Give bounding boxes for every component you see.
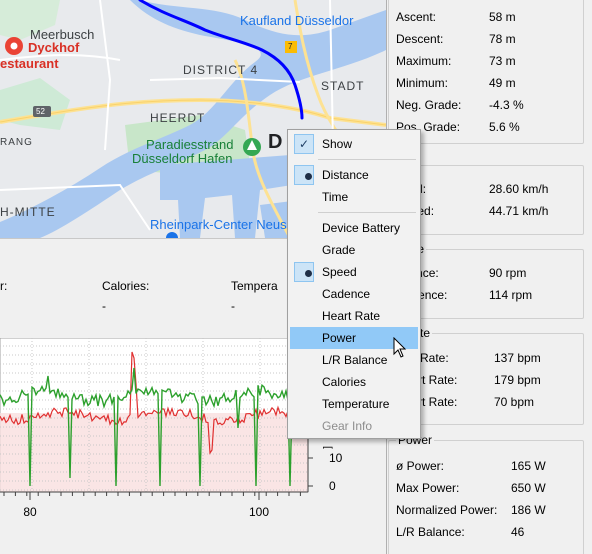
map-label-city: D bbox=[268, 131, 283, 153]
summary-label-temperature: Tempera bbox=[231, 279, 278, 293]
menu-item-grade[interactable]: Grade bbox=[322, 243, 356, 257]
menu-item-cadence[interactable]: Cadence bbox=[322, 287, 371, 301]
hr-zone-band bbox=[0, 413, 308, 492]
menu-item-temperature[interactable]: Temperature bbox=[322, 397, 390, 411]
stat-normalized-power: Normalized Power: 186 W bbox=[396, 503, 546, 517]
menu-item-lr-balance[interactable]: L/R Balance bbox=[322, 353, 388, 367]
power-group: Power ø Power: 165 W Max Power: 650 W Norm… bbox=[387, 432, 592, 554]
menu-item-power[interactable]: Power bbox=[290, 327, 418, 349]
elevation-group: Ascent: 58 m Descent: 78 m Maximum: 73 m Mi… bbox=[387, 0, 592, 152]
map-label-meerbusch: Meerbusch bbox=[30, 27, 95, 42]
stat-avg-power: ø Power: 165 W bbox=[396, 459, 546, 473]
menu-item-heart-rate[interactable]: Heart Rate bbox=[322, 309, 381, 323]
chart-canvas: 8010020100 [ bbox=[0, 337, 343, 519]
menu-separator bbox=[318, 159, 416, 160]
power-frame bbox=[388, 440, 584, 554]
stat-minimum: Minimum: 49 m bbox=[396, 76, 516, 90]
road-shield-52: 52 bbox=[36, 107, 45, 116]
map-label-district: DISTRICT 4 bbox=[183, 63, 259, 77]
map-label-paradiesstrand[interactable]: Paradiesstrand bbox=[146, 137, 234, 152]
map-label-heerdt: HEERDT bbox=[150, 111, 206, 125]
menu-item-gear-info: Gear Info bbox=[322, 419, 373, 433]
radio-selected-icon bbox=[294, 165, 314, 185]
elevation-frame bbox=[388, 0, 584, 144]
chart-grid bbox=[0, 338, 308, 492]
stat-lr-balance: L/R Balance: 46 bbox=[396, 525, 525, 539]
map-label-rang: RANG bbox=[0, 137, 33, 148]
map-label-stadt: STADT bbox=[321, 79, 365, 93]
menu-item-distance[interactable]: Distance bbox=[290, 164, 418, 186]
chart-series bbox=[0, 351, 309, 487]
series-line-green bbox=[0, 367, 309, 487]
x-tick-label: 100 bbox=[249, 505, 269, 519]
check-icon: ✓ bbox=[294, 134, 314, 154]
map-label-rheinpark[interactable]: Rheinpark-Center Neus bbox=[150, 217, 287, 232]
menu-item-device-battery[interactable]: Device Battery bbox=[322, 221, 401, 235]
menu-item-show[interactable]: ✓ Show bbox=[290, 133, 418, 155]
map-label-hafen[interactable]: Düsseldorf Hafen bbox=[132, 151, 233, 166]
menu-item-time[interactable]: Time bbox=[322, 190, 349, 204]
summary-value-calories: - bbox=[102, 299, 106, 313]
map-label-kaufland[interactable]: Kaufland Düsseldor bbox=[240, 13, 354, 28]
series-line-red bbox=[0, 351, 309, 455]
menu-item-calories[interactable]: Calories bbox=[322, 375, 367, 389]
right-tick-label: 10 bbox=[329, 451, 343, 465]
map-label-dyckhof[interactable]: Dyckhof bbox=[28, 40, 80, 55]
stat-max-power: Max Power: 650 W bbox=[396, 481, 546, 495]
chart-axes: 8010020100 bbox=[0, 338, 343, 519]
menu-separator bbox=[318, 212, 416, 213]
chart-context-menu: ✓ Show Distance Time Device Battery Grad… bbox=[287, 129, 421, 439]
road-shield-7: 7 bbox=[288, 42, 293, 51]
x-tick-label: 80 bbox=[23, 505, 37, 519]
mouse-cursor-icon bbox=[393, 337, 407, 358]
stat-maximum: Maximum: 73 m bbox=[396, 54, 516, 68]
stat-descent: Descent: 78 m bbox=[396, 32, 516, 46]
summary-value-temperature: - bbox=[231, 299, 235, 313]
radio-selected-icon bbox=[294, 262, 314, 282]
summary-label-1: r: bbox=[0, 279, 8, 293]
right-tick-label: 0 bbox=[329, 479, 336, 493]
summary-label-calories: Calories: bbox=[102, 279, 150, 293]
map-label-mitte: H-MITTE bbox=[0, 205, 56, 219]
stat-neg-grade: Neg. Grade: -4.3 % bbox=[396, 98, 524, 112]
menu-item-speed[interactable]: Speed bbox=[290, 261, 418, 283]
stat-ascent: Ascent: 58 m bbox=[396, 10, 516, 24]
map-label-restaurant[interactable]: estaurant bbox=[0, 56, 59, 71]
right-axis-unit: [ bbox=[322, 446, 333, 449]
